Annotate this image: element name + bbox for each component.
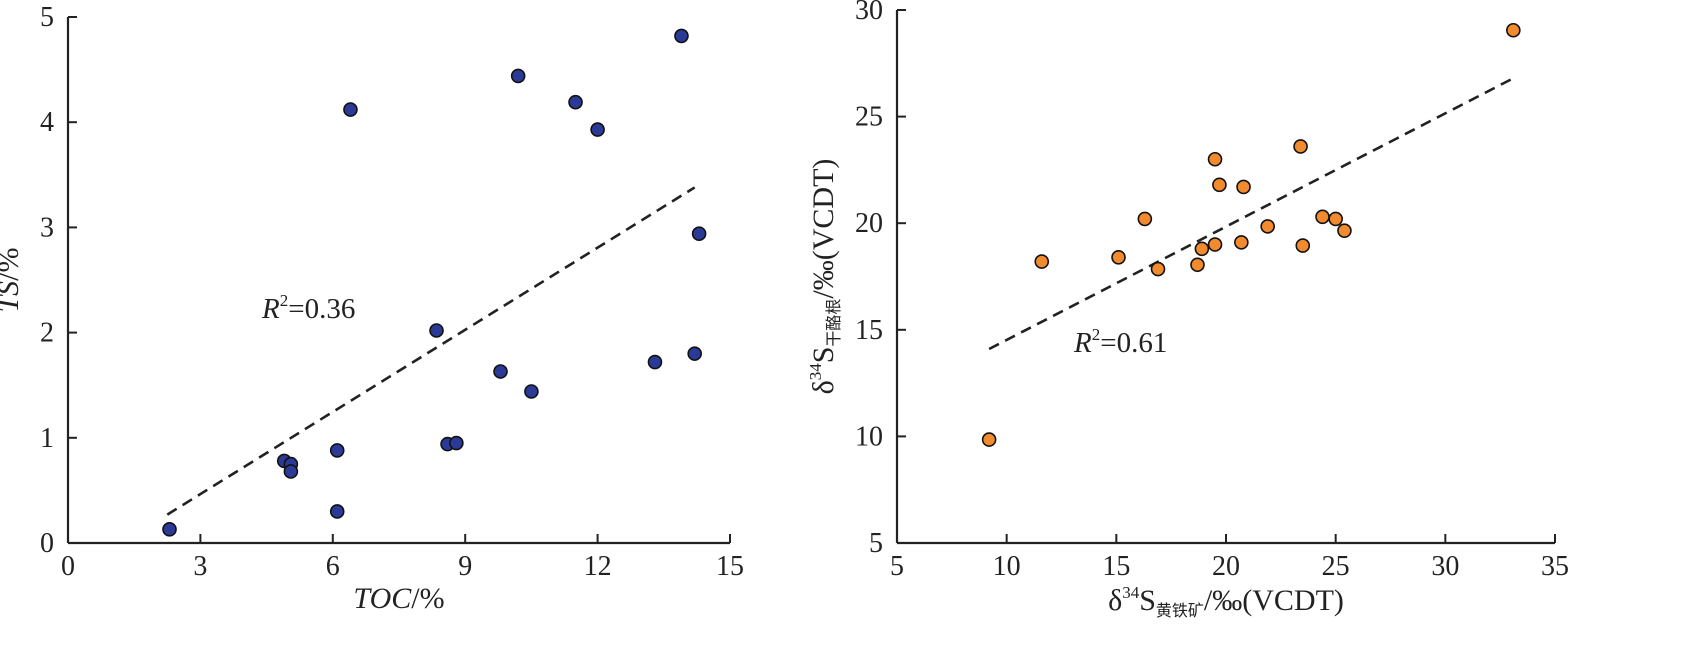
x-tick-label: 5 xyxy=(890,551,904,582)
data-point xyxy=(1212,177,1227,193)
data-point xyxy=(1315,209,1330,225)
data-point xyxy=(568,94,583,110)
data-point xyxy=(449,435,464,451)
data-point xyxy=(1337,223,1352,238)
data-point xyxy=(283,464,299,479)
y-axis-title: δ34S干酪根/‰(VCDT) xyxy=(806,159,843,395)
r-squared-var: R xyxy=(261,293,280,325)
x-tick-label: 9 xyxy=(458,551,472,582)
y-axis-title-subscript: 干酪根 xyxy=(825,299,843,347)
data-point xyxy=(1034,254,1050,269)
data-point xyxy=(1207,151,1223,167)
x-axis-title-isotope: 34 xyxy=(1122,583,1140,602)
r-squared-value: =0.61 xyxy=(1100,327,1167,359)
data-point xyxy=(1137,211,1153,227)
data-point xyxy=(1506,22,1521,38)
y-axis-title-var: TS xyxy=(0,281,25,313)
y-tick-label: 3 xyxy=(40,212,54,243)
y-axis-title-isotope: 34 xyxy=(806,363,825,381)
data-point xyxy=(1295,238,1311,253)
x-tick-label: 6 xyxy=(326,551,340,582)
y-tick-label: 2 xyxy=(40,318,54,349)
data-point xyxy=(687,346,702,361)
x-tick-label: 0 xyxy=(61,551,75,582)
x-tick-label: 35 xyxy=(1541,551,1569,582)
data-point xyxy=(1207,237,1223,252)
y-tick-label: 0 xyxy=(40,528,54,559)
data-point xyxy=(1236,179,1251,195)
data-point xyxy=(1194,241,1210,257)
y-tick-label: 4 xyxy=(40,107,54,138)
data-point xyxy=(590,122,605,137)
data-point xyxy=(510,68,526,84)
r-squared-var: R xyxy=(1073,327,1092,359)
data-point xyxy=(1260,219,1275,234)
x-tick-label: 25 xyxy=(1322,551,1350,582)
trendline xyxy=(988,77,1514,351)
r-squared-label: R2=0.61 xyxy=(1073,325,1167,359)
y-tick-label: 20 xyxy=(855,208,883,239)
y-tick-label: 5 xyxy=(40,2,54,33)
data-point xyxy=(1328,211,1343,227)
data-point xyxy=(981,432,997,447)
data-point xyxy=(1111,250,1126,265)
data-point xyxy=(162,522,177,537)
y-axis-title-element: S xyxy=(807,347,840,364)
x-tick-label: 30 xyxy=(1431,551,1459,582)
y-axis-title-unit: /‰(VCDT) xyxy=(807,159,840,299)
r-squared-label: R2=0.36 xyxy=(261,291,355,325)
data-point xyxy=(1150,261,1166,277)
data-point xyxy=(1190,257,1205,273)
y-tick-label: 25 xyxy=(855,102,883,133)
x-tick-label: 20 xyxy=(1212,551,1240,582)
y-tick-label: 30 xyxy=(855,0,883,26)
y-tick-label: 1 xyxy=(40,423,54,454)
x-tick-label: 12 xyxy=(584,551,612,582)
y-tick-label: 15 xyxy=(855,315,883,346)
x-axis-title-subscript: 黄铁矿 xyxy=(1156,602,1204,620)
y-axis-title: TS/% xyxy=(0,247,25,312)
x-axis-title-unit: /‰(VCDT) xyxy=(1204,584,1344,617)
data-point xyxy=(429,323,444,338)
r-squared-value: =0.36 xyxy=(288,293,355,325)
sulfur-isotope-scatter-panel: 5 10 15 20 25 30 3551015202530R2=0.61δ34S黄铁矿/‰… xyxy=(806,0,1569,620)
x-tick-label: 3 xyxy=(193,551,207,582)
y-axis-title-unit: /% xyxy=(0,247,25,280)
x-axis-title-element: S xyxy=(1139,584,1156,617)
x-axis-title: TOC/% xyxy=(353,582,444,615)
x-axis-title: δ34S黄铁矿/‰(VCDT) xyxy=(1108,583,1344,620)
x-axis-title-unit: /% xyxy=(411,582,444,615)
data-point xyxy=(524,384,539,399)
x-axis-title-delta: δ xyxy=(1108,584,1122,617)
y-axis-title-delta: δ xyxy=(807,380,840,394)
r-squared-exponent: 2 xyxy=(280,291,289,310)
y-tick-label: 5 xyxy=(869,528,883,559)
data-point xyxy=(647,354,663,370)
r-squared-exponent: 2 xyxy=(1092,325,1101,344)
trendline xyxy=(166,186,696,516)
data-point xyxy=(1293,139,1308,154)
x-axis-title-var: TOC xyxy=(353,582,412,615)
data-point xyxy=(329,504,345,519)
x-tick-label: 15 xyxy=(716,551,744,582)
data-point xyxy=(1234,235,1249,250)
data-point xyxy=(691,226,707,242)
data-point xyxy=(329,443,345,458)
data-point xyxy=(343,102,358,117)
y-tick-label: 10 xyxy=(855,421,883,452)
x-tick-label: 15 xyxy=(1102,551,1130,582)
data-point xyxy=(493,364,508,379)
data-point xyxy=(674,28,689,44)
x-tick-label: 10 xyxy=(993,551,1021,582)
